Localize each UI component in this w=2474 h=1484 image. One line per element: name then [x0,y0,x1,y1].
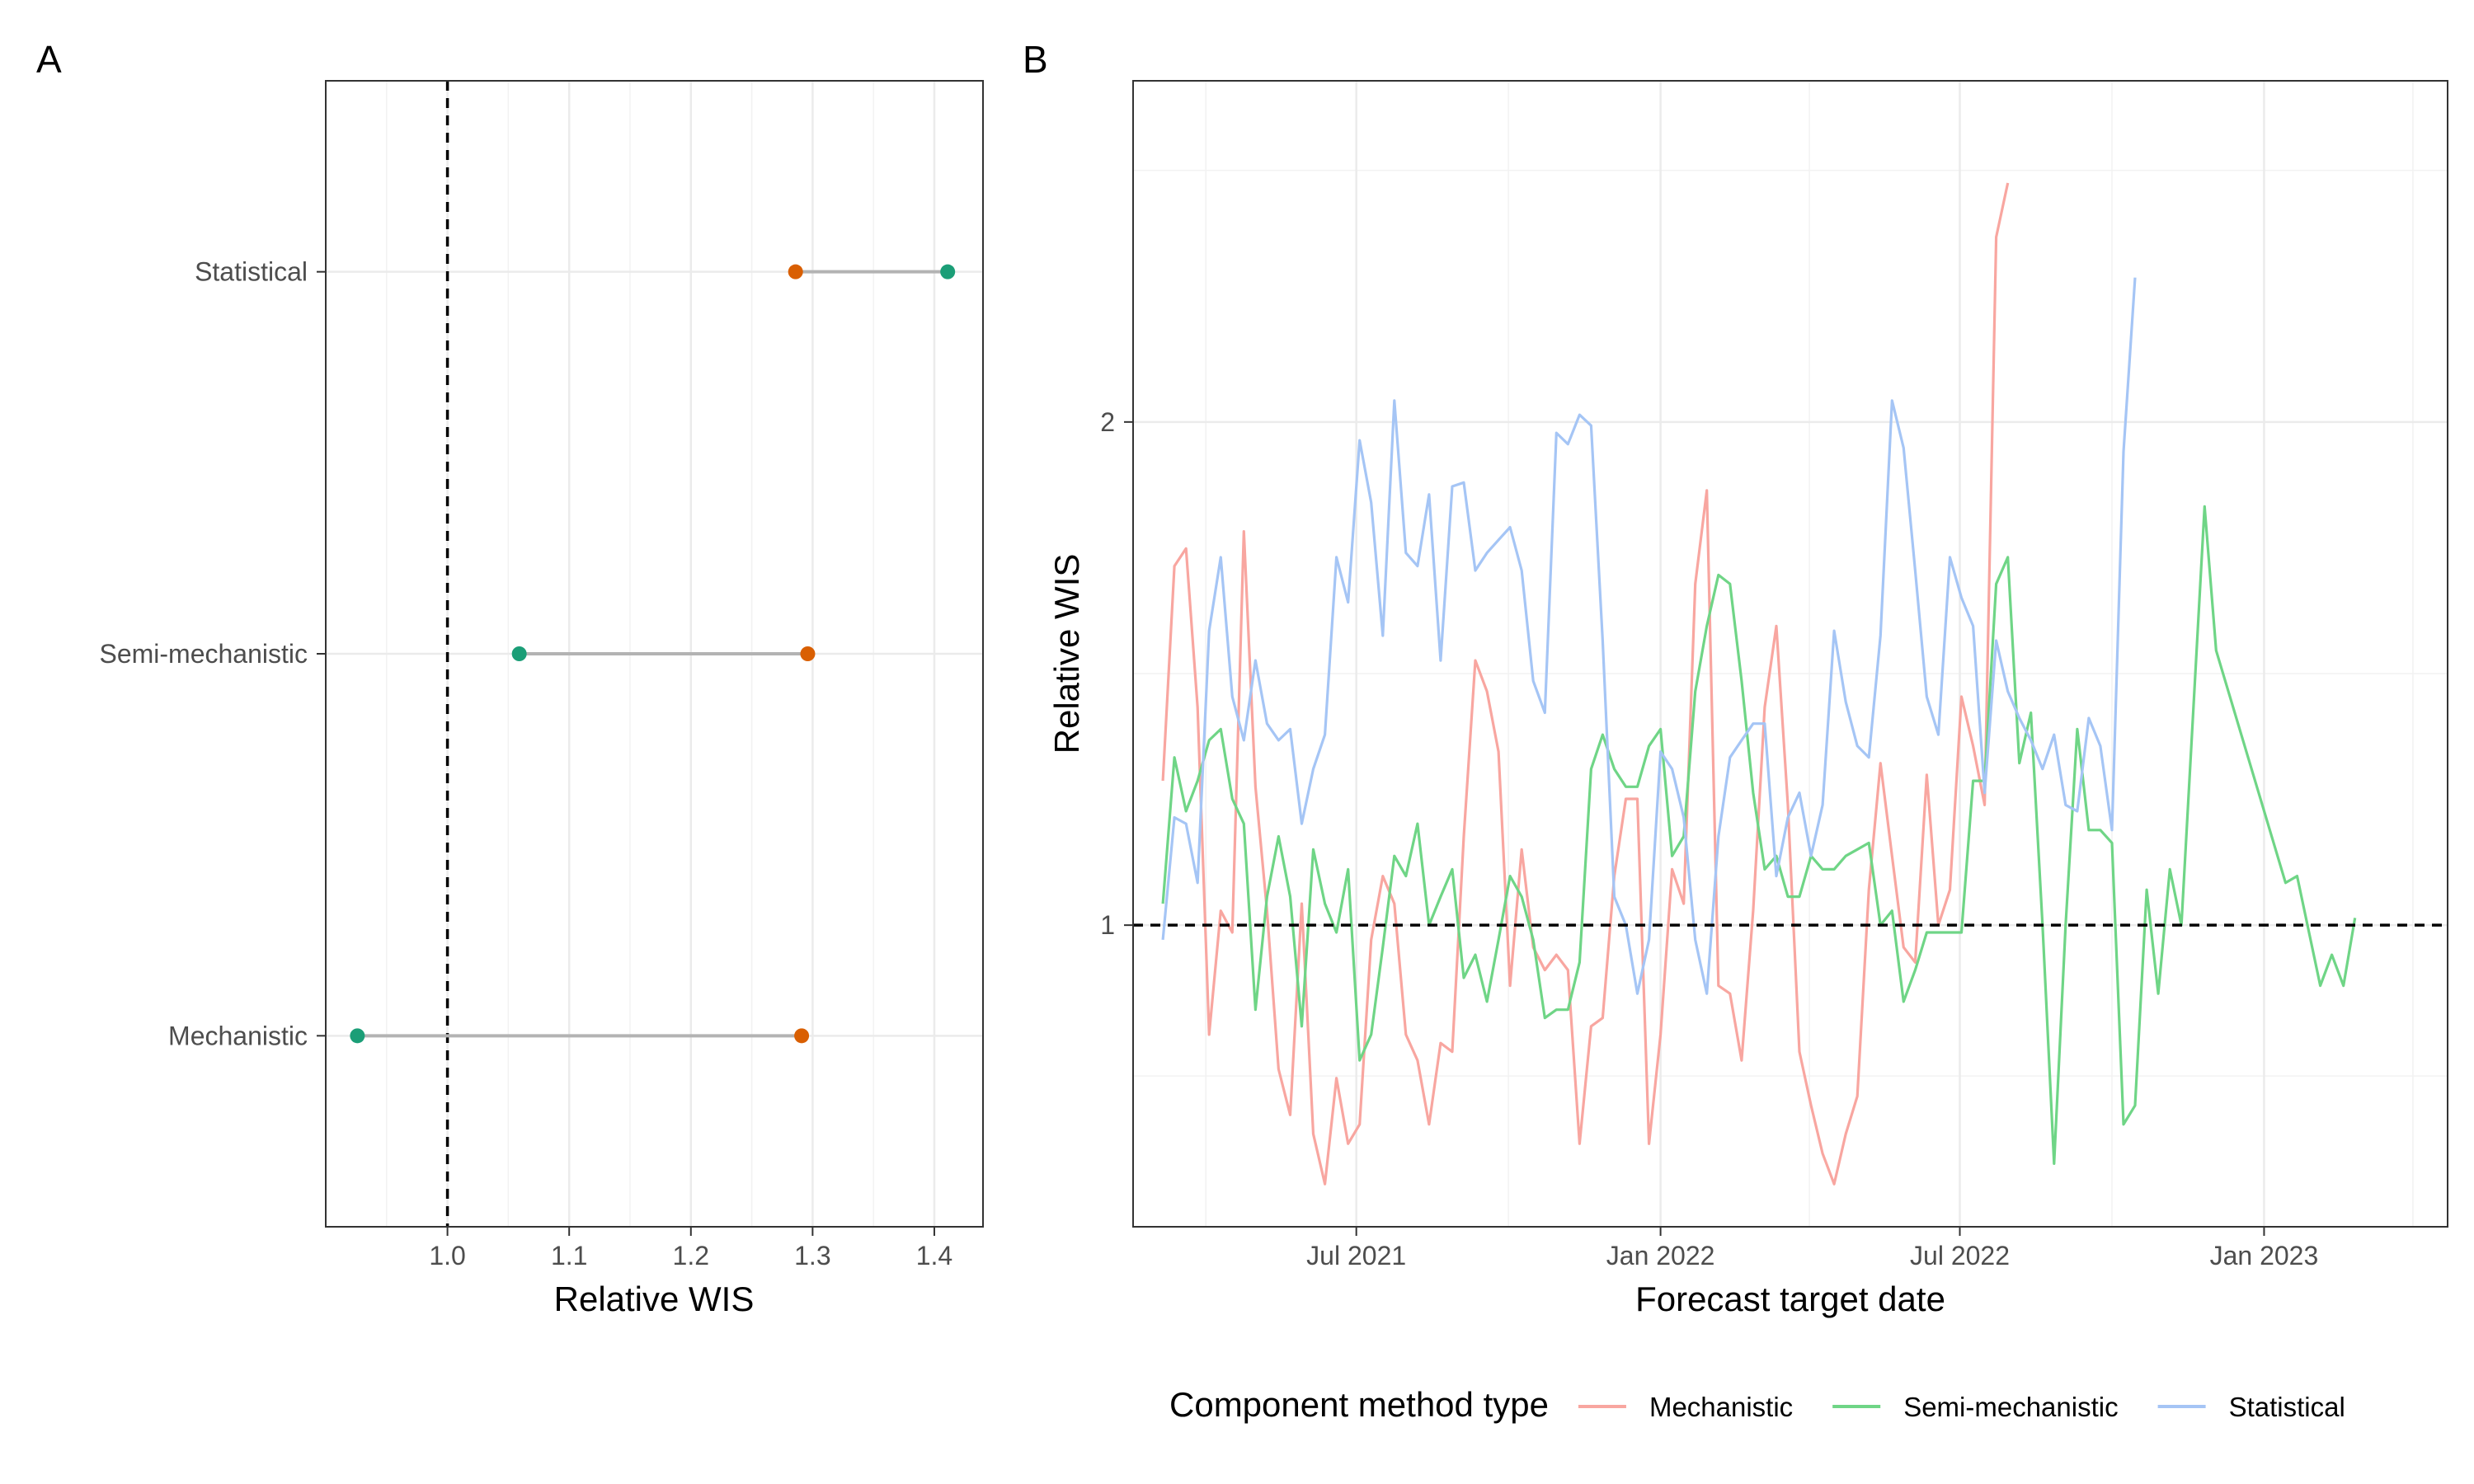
legend-entry-semi-mechanistic: Semi-mechanistic [1832,1392,2119,1422]
panel-b-x-tick-label: Jul 2022 [1910,1241,2010,1270]
panel-a-x-tick-label: 1.0 [429,1241,465,1270]
panel-b-y-axis-title: Relative WIS [1047,554,1086,754]
panel-b-line-chart: B Jul 2021 Jan 2022 Jul 2022 Jan 2023 12 Fo… [1023,38,2448,1318]
panel-b-x-tick-label: Jan 2023 [2210,1241,2319,1270]
panel-b-x-tick-label: Jan 2022 [1606,1241,1715,1270]
panel-b-y-tick-label: 1 [1100,910,1115,940]
panel-a-point [350,1028,365,1044]
legend-title: Component method type [1169,1385,1549,1424]
legend-label: Mechanistic [1649,1392,1793,1422]
legend-label: Statistical [2229,1392,2345,1422]
panel-a-point [800,646,816,661]
panel-a-x-tick-label: 1.3 [794,1241,830,1270]
legend-entries: Mechanistic Semi-mechanistic Statistical [1578,1392,2345,1422]
panel-b-plot-border [1132,80,2448,1228]
panel-a-x-tick-label: 1.2 [673,1241,709,1270]
panel-a-x-axis-title: Relative WIS [554,1280,755,1318]
legend-entry-mechanistic: Mechanistic [1578,1392,1793,1422]
panel-a-point [511,646,527,661]
panel-a-point [940,264,956,279]
panel-a-tag: A [36,38,62,81]
panel-a-y-tick-label: Semi-mechanistic [99,639,308,669]
panel-a-x-axis: 1.0 1.1 1.2 1.3 1.4 [429,1227,952,1270]
panel-a-y-tick-label: Statistical [195,257,308,287]
panel-b-x-tick-label: Jul 2021 [1306,1241,1406,1270]
panel-a-point [788,264,803,279]
legend-label: Semi-mechanistic [1903,1392,2118,1422]
legend-entry-statistical: Statistical [2157,1392,2345,1422]
panel-b-tag: B [1023,38,1048,81]
panel-a-dumbbell-chart: A 1.0 1.1 1.2 1.3 1.4 Statistical Semi-mechan… [36,38,984,1318]
panel-b-x-axis-title: Forecast target date [1635,1280,1945,1318]
panel-b-series-line-semi-mechanistic [1161,505,2357,1166]
panel-b-y-tick-label: 2 [1100,407,1115,437]
panel-a-point [794,1028,810,1044]
legend: Component method type Mechanistic Semi-me… [1169,1385,2345,1424]
panel-a-y-axis: Statistical Semi-mechanistic Mechanistic [99,257,326,1050]
panel-b-plot-background [1133,81,2448,1227]
panel-b-y-axis: 12 [1100,407,1133,940]
panel-a-y-tick-label: Mechanistic [168,1021,308,1050]
panel-b-x-axis: Jul 2021 Jan 2022 Jul 2022 Jan 2023 [1306,1227,2318,1270]
panel-a-x-tick-label: 1.4 [916,1241,952,1270]
panel-a-x-tick-label: 1.1 [551,1241,587,1270]
panel-b-series-line-statistical [1161,277,2137,995]
panel-a-marks [350,264,956,1044]
